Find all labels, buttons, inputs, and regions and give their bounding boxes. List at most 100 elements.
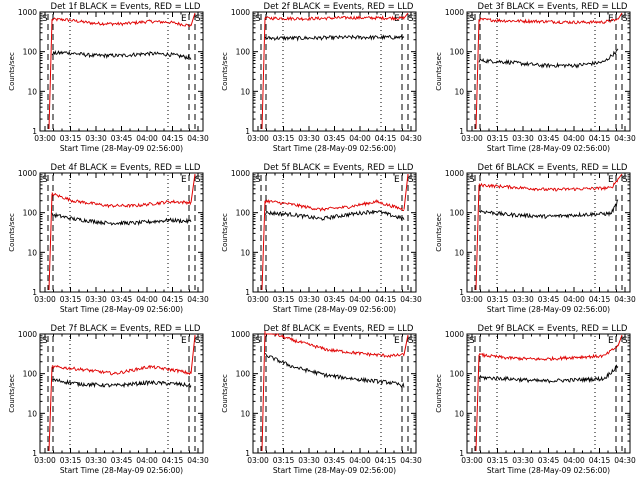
x-tick-label: 03:15 xyxy=(487,134,509,143)
y-tick-label: 1000 xyxy=(231,169,250,178)
lld-left-edge xyxy=(261,18,266,130)
events-series-line xyxy=(264,209,405,221)
y-tick-label: 1000 xyxy=(18,330,37,339)
x-tick-label: 04:00 xyxy=(563,295,585,304)
y-axis-label: Counts/sec xyxy=(435,374,443,413)
lld-left-edge xyxy=(475,184,480,291)
start-marker-label: S xyxy=(408,14,414,24)
y-tick-label: 100 xyxy=(450,48,465,57)
y-tick-label: 1000 xyxy=(231,8,250,17)
plot-frame xyxy=(39,172,204,293)
lld-right-edge xyxy=(403,173,409,210)
y-axis-label: Counts/sec xyxy=(221,213,229,252)
y-tick-label: 1 xyxy=(459,449,464,458)
events-series-line xyxy=(478,48,619,69)
plot-frame xyxy=(39,333,204,454)
x-tick-label: 03:15 xyxy=(273,456,295,465)
x-tick-label: 04:15 xyxy=(162,134,184,143)
start-marker-label: S xyxy=(255,336,261,346)
x-axis-label: Start Time (28-May-09 02:56:00) xyxy=(487,305,610,314)
y-axis-label: Counts/sec xyxy=(221,52,229,91)
y-tick-label: 1000 xyxy=(231,330,250,339)
x-tick-label: 03:00 xyxy=(461,134,483,143)
events-series-line xyxy=(264,34,405,42)
x-axis-label: Start Time (28-May-09 02:56:00) xyxy=(273,305,396,314)
x-tick-label: 03:45 xyxy=(324,295,346,304)
x-tick-label: 04:30 xyxy=(187,456,209,465)
y-tick-label: 10 xyxy=(454,248,464,257)
start-marker-label: S xyxy=(195,336,201,346)
events-series-line xyxy=(51,378,192,389)
lld-left-edge xyxy=(475,354,480,452)
end-marker-label: E xyxy=(394,175,400,185)
lld-series-line xyxy=(478,178,619,192)
x-tick-label: 04:30 xyxy=(614,134,636,143)
start-marker-label: S xyxy=(622,14,628,24)
x-axis-label: Start Time (28-May-09 02:56:00) xyxy=(60,144,183,153)
events-series-line xyxy=(51,49,192,61)
lld-series-line xyxy=(51,192,192,209)
end-marker-label: E xyxy=(181,175,187,185)
x-tick-label: 03:30 xyxy=(512,456,534,465)
lld-left-edge xyxy=(48,193,53,291)
chart-title: Det 2f BLACK = Events, RED = LLD xyxy=(264,2,414,12)
x-axis-label: Start Time (28-May-09 02:56:00) xyxy=(60,305,183,314)
lld-right-edge xyxy=(617,173,623,180)
start-marker-label: S xyxy=(469,336,475,346)
start-marker-label: S xyxy=(255,14,261,24)
start-marker-label: S xyxy=(408,175,414,185)
y-axis-label: Counts/sec xyxy=(435,52,443,91)
y-tick-label: 1 xyxy=(459,288,464,297)
y-tick-label: 10 xyxy=(27,409,37,418)
y-tick-label: 1 xyxy=(245,127,250,136)
x-tick-label: 04:00 xyxy=(136,295,158,304)
events-series-line xyxy=(478,364,619,384)
lld-right-edge xyxy=(403,334,409,355)
chart-panel-3: Det 3f BLACK = Events, RED = LLD 1 10 100 10… xyxy=(435,2,636,153)
x-tick-label: 03:15 xyxy=(273,134,295,143)
lld-left-edge xyxy=(475,19,480,130)
x-tick-label: 04:30 xyxy=(187,295,209,304)
x-axis-label: Start Time (28-May-09 02:56:00) xyxy=(487,466,610,475)
start-marker-label: S xyxy=(622,336,628,346)
x-tick-label: 03:30 xyxy=(298,295,320,304)
events-series-line xyxy=(264,352,405,388)
x-tick-label: 03:45 xyxy=(538,456,560,465)
x-tick-label: 03:15 xyxy=(60,295,82,304)
x-tick-label: 03:30 xyxy=(512,295,534,304)
y-tick-label: 10 xyxy=(240,409,250,418)
x-tick-label: 04:15 xyxy=(589,134,611,143)
x-tick-label: 04:00 xyxy=(349,134,371,143)
x-tick-label: 04:00 xyxy=(563,456,585,465)
lld-series-line xyxy=(264,15,405,22)
chart-panel-7: Det 7f BLACK = Events, RED = LLD 1 10 100 10… xyxy=(8,324,209,475)
end-marker-label: E xyxy=(608,336,614,346)
x-tick-label: 04:15 xyxy=(375,295,397,304)
x-tick-label: 04:15 xyxy=(375,456,397,465)
x-tick-label: 04:15 xyxy=(589,456,611,465)
chart-panel-6: Det 6f BLACK = Events, RED = LLD 1 10 100 10… xyxy=(435,163,636,314)
x-tick-label: 03:00 xyxy=(34,456,56,465)
x-tick-label: 03:30 xyxy=(85,456,107,465)
y-tick-label: 100 xyxy=(236,370,251,379)
x-tick-label: 04:30 xyxy=(400,295,422,304)
x-tick-label: 03:45 xyxy=(324,456,346,465)
x-tick-label: 03:00 xyxy=(247,456,269,465)
x-tick-label: 04:00 xyxy=(136,456,158,465)
y-tick-label: 100 xyxy=(236,48,251,57)
x-tick-label: 03:45 xyxy=(111,456,133,465)
end-marker-label: E xyxy=(394,336,400,346)
x-tick-label: 03:30 xyxy=(512,134,534,143)
y-tick-label: 100 xyxy=(23,48,38,57)
y-tick-label: 100 xyxy=(236,209,251,218)
x-tick-label: 03:00 xyxy=(34,134,56,143)
plot-frame xyxy=(466,11,631,132)
lld-right-edge xyxy=(617,334,623,347)
y-tick-label: 1 xyxy=(32,288,37,297)
chart-panel-2: Det 2f BLACK = Events, RED = LLD 1 10 100 10… xyxy=(221,2,422,153)
x-tick-label: 03:00 xyxy=(34,295,56,304)
y-tick-label: 1 xyxy=(245,288,250,297)
x-tick-label: 03:30 xyxy=(85,134,107,143)
chart-panel-5: Det 5f BLACK = Events, RED = LLD 1 10 100 10… xyxy=(221,163,422,314)
y-tick-label: 10 xyxy=(27,87,37,96)
